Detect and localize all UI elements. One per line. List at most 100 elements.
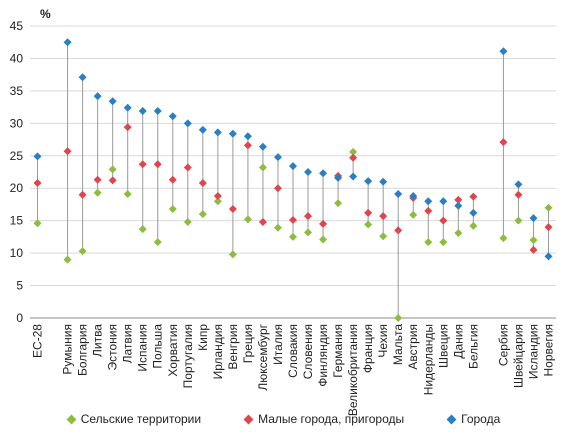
y-tick-label: 15 (10, 214, 24, 228)
data-point (258, 163, 267, 172)
x-tick-label: Кипр (196, 324, 210, 351)
data-point (319, 219, 328, 228)
x-tick-label: Латвия (121, 324, 135, 363)
x-tick-label: Швейцария (511, 324, 525, 388)
x-tick-label: Эстония (106, 324, 120, 371)
data-point (213, 192, 222, 201)
data-point (454, 195, 463, 204)
data-point (243, 132, 252, 141)
data-point (394, 314, 403, 322)
data-point (183, 163, 192, 172)
data-point (424, 238, 433, 247)
data-point (33, 152, 42, 161)
data-point (228, 250, 237, 259)
x-tick-label: Хорватия (166, 324, 180, 377)
data-point (409, 192, 418, 201)
data-point (228, 129, 237, 138)
x-tick-label: Дания (451, 324, 465, 359)
data-point (439, 238, 448, 247)
data-point (198, 179, 207, 188)
data-point (349, 147, 358, 156)
legend-label-cities: Города (461, 412, 501, 426)
data-point (93, 92, 102, 101)
data-point (273, 184, 282, 193)
data-point (349, 153, 358, 162)
data-point (304, 212, 313, 221)
data-point (379, 212, 388, 221)
data-point (289, 162, 297, 171)
data-point (499, 234, 508, 243)
data-point (514, 190, 523, 199)
y-tick-label: 5 (16, 279, 23, 293)
y-tick-label: 35 (10, 84, 24, 98)
data-point (123, 123, 132, 132)
data-point (198, 210, 207, 219)
x-tick-label: Франция (361, 324, 375, 373)
data-point (514, 180, 523, 189)
data-point (258, 142, 267, 151)
data-point (394, 226, 403, 235)
data-point (213, 128, 222, 137)
data-point (108, 176, 117, 185)
data-point (499, 47, 508, 56)
data-point (304, 228, 313, 237)
data-point (63, 255, 72, 264)
x-tick-label: Италия (271, 324, 285, 365)
data-point (439, 197, 448, 206)
data-point (319, 169, 328, 178)
y-tick-label: 45 (10, 19, 24, 33)
data-point (63, 38, 72, 47)
data-point (334, 173, 343, 182)
x-tick-label: Венгрия (226, 324, 240, 370)
data-point (289, 232, 297, 241)
data-point (123, 103, 132, 112)
legend-item-towns: Малые города, пригороды (243, 412, 405, 426)
data-point (469, 221, 478, 230)
data-point (183, 217, 192, 226)
data-point (379, 232, 388, 241)
data-point (243, 141, 252, 150)
x-tick-label: ЕС-28 (31, 324, 45, 358)
data-point (258, 217, 267, 226)
data-point (529, 214, 538, 223)
x-tick-label: Румыния (61, 324, 75, 375)
legend-label-towns: Малые города, пригороды (258, 412, 405, 426)
data-point (78, 190, 87, 199)
x-tick-label: Австрия (406, 324, 420, 370)
x-tick-label: Словакия (286, 324, 300, 378)
data-point (168, 112, 177, 121)
x-tick-label: Германия (331, 324, 345, 378)
y-tick-label: 0 (16, 311, 23, 325)
y-tick-label: 10 (10, 246, 24, 260)
data-point (153, 107, 162, 116)
data-point (514, 216, 523, 225)
x-tick-label: Финляндия (316, 324, 330, 387)
x-tick-label: Испания (136, 324, 150, 372)
data-point (93, 188, 102, 197)
data-point (544, 252, 553, 261)
data-point (78, 73, 87, 82)
x-tick-label: Португалия (181, 324, 195, 388)
legend-marker-cities (446, 414, 457, 424)
data-point (273, 223, 282, 232)
data-point (379, 177, 388, 186)
data-point (304, 168, 313, 176)
data-point (33, 179, 42, 188)
x-tick-label: Мальта (391, 324, 405, 365)
data-point (409, 210, 418, 219)
data-point (183, 119, 192, 128)
data-point (469, 192, 478, 201)
data-point (153, 238, 162, 247)
x-tick-label: Литва (91, 324, 105, 357)
data-point (63, 147, 72, 156)
data-point (454, 228, 463, 237)
legend: Сельские территории Малые города, пригор… (0, 412, 568, 426)
data-point (108, 97, 117, 106)
x-tick-label: Швеция (436, 324, 450, 368)
data-point (364, 177, 373, 186)
data-point (469, 208, 478, 217)
data-point (78, 247, 87, 256)
x-tick-label: Словения (301, 324, 315, 379)
